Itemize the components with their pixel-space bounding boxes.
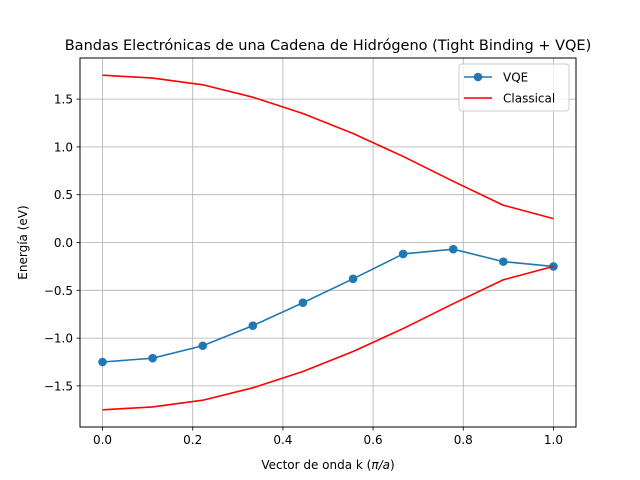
vqe-data-point <box>549 262 558 271</box>
vqe-data-point <box>448 244 458 254</box>
grid-layer <box>80 58 576 427</box>
vqe-data-point <box>98 357 107 367</box>
vqe-series-line <box>102 248 554 363</box>
legend-vqe-marker <box>473 72 483 82</box>
vqe-data-point <box>248 321 258 330</box>
y-tick-label: 1.5 <box>54 93 73 107</box>
y-tick-label: 0.5 <box>54 188 73 202</box>
x-tick-label: 1.0 <box>544 433 563 447</box>
legend: VQE Classical <box>458 63 570 112</box>
x-tick-label: 0.4 <box>273 433 292 447</box>
series-layer <box>98 74 558 411</box>
vqe-data-point <box>499 257 508 266</box>
vqe-data-point <box>198 341 208 351</box>
vqe-data-point <box>298 298 308 308</box>
y-tick-label: 1.0 <box>54 140 73 154</box>
x-axis-label-suffix: ) <box>390 458 395 472</box>
x-axis-label: Vector de onda k (π/a) <box>261 458 394 472</box>
y-tick-label: −0.5 <box>44 284 73 298</box>
x-tick-label: 0.6 <box>364 433 383 447</box>
vqe-data-point <box>398 249 408 259</box>
chart-title: Bandas Electrónicas de una Cadena de Hid… <box>65 38 592 54</box>
legend-vqe-label: VQE <box>503 71 528 85</box>
y-tick-label: −1.0 <box>44 332 73 346</box>
x-tick-label: 0.0 <box>93 433 112 447</box>
y-axis-label: Energía (eV) <box>16 205 30 279</box>
vqe-data-point <box>148 353 157 363</box>
legend-classical-label: Classical <box>503 92 555 106</box>
lower-band-series-line <box>102 265 554 411</box>
x-tick-label: 0.2 <box>183 433 202 447</box>
x-axis-label-prefix: Vector de onda k ( <box>261 458 371 472</box>
x-tick-label: 0.8 <box>454 433 473 447</box>
legend-box <box>458 63 570 112</box>
tick-layer: 0.0 0.2 0.4 0.6 0.8 1.0 −1.5 −1.0 −0.5 0.0 0.5 1.0 1… <box>44 93 563 447</box>
vqe-data-point <box>348 274 358 284</box>
y-tick-label: 0.0 <box>54 236 73 250</box>
y-tick-label: −1.5 <box>44 379 73 393</box>
x-axis-label-unit: π/a <box>371 458 390 472</box>
classical-series-line <box>102 74 554 220</box>
